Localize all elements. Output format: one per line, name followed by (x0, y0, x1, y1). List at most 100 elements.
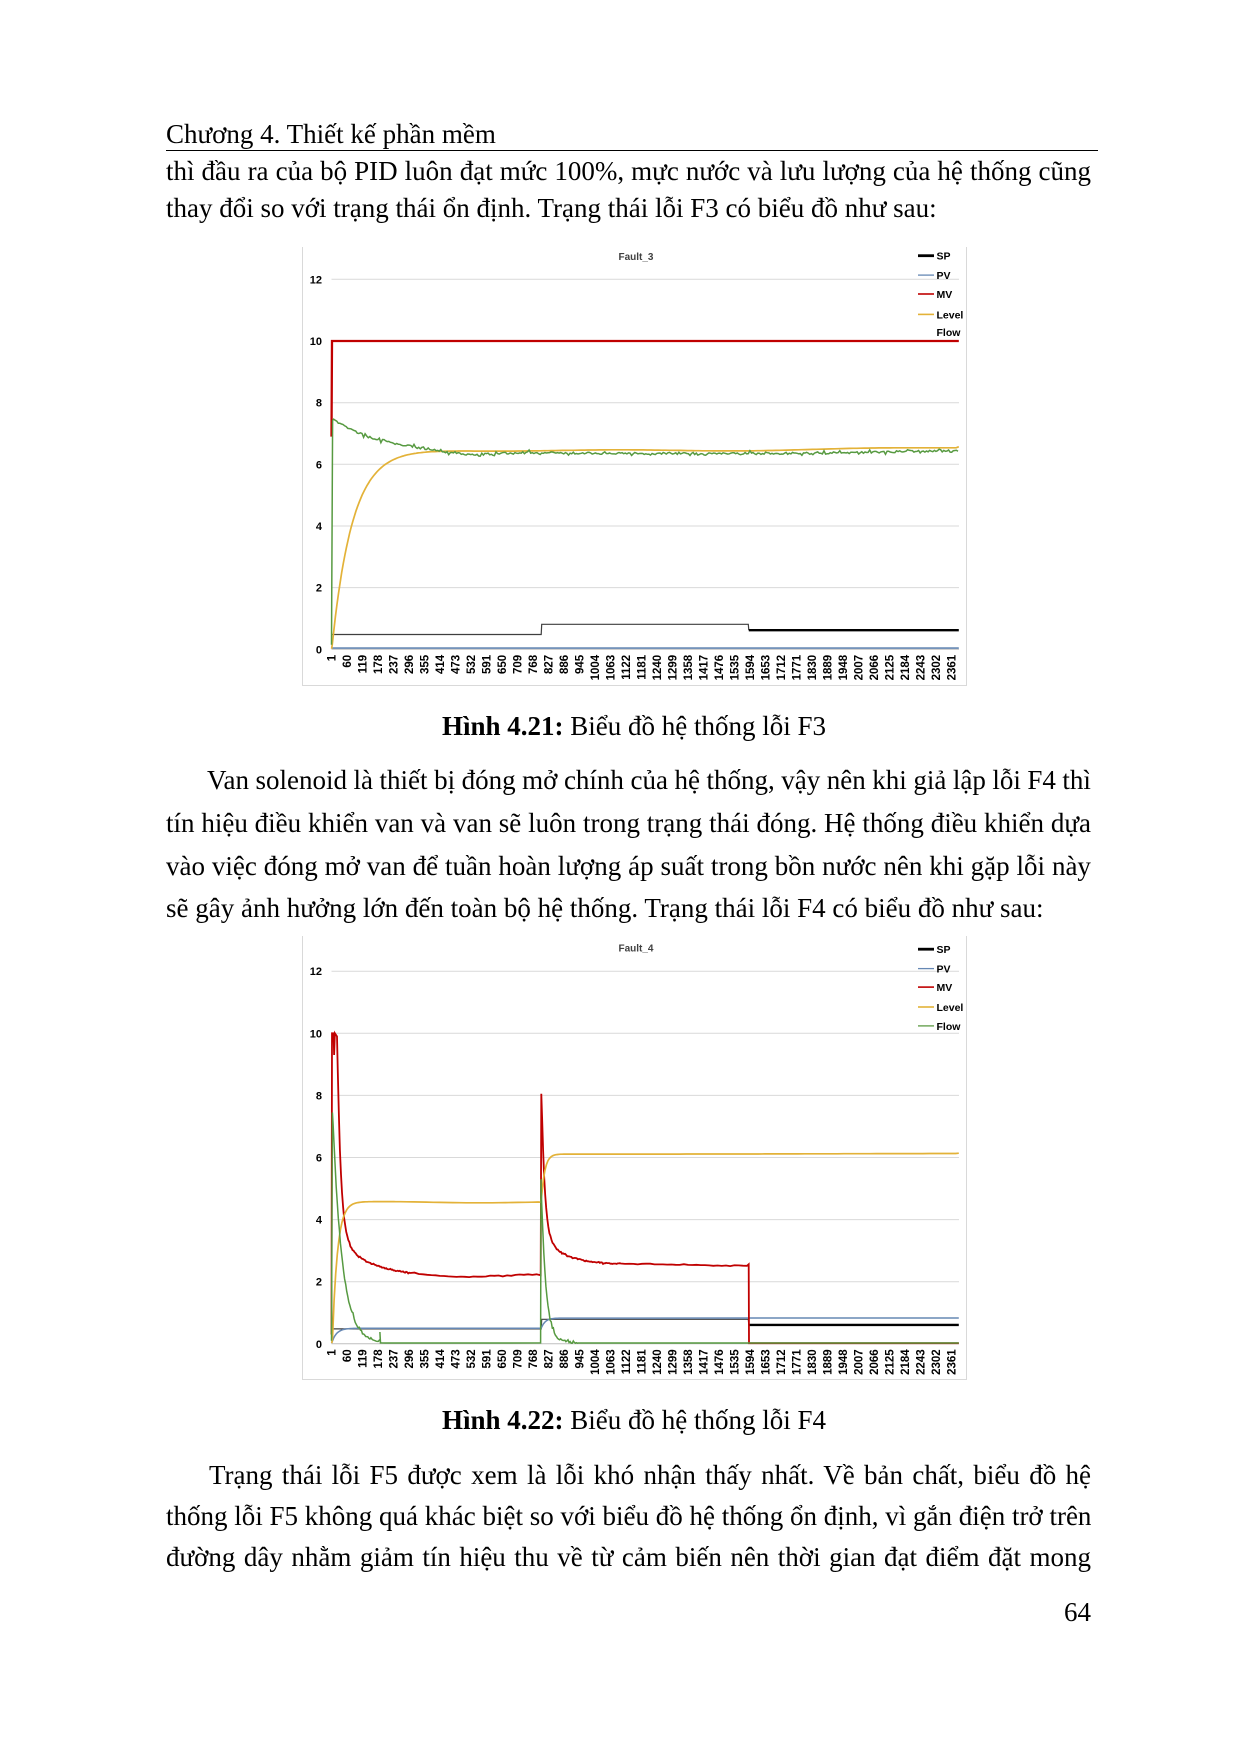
svg-text:1181: 1181 (637, 1349, 649, 1375)
svg-text:178: 178 (373, 654, 385, 674)
svg-text:60: 60 (342, 655, 354, 668)
svg-text:237: 237 (389, 655, 401, 674)
svg-text:1535: 1535 (730, 1349, 742, 1375)
svg-text:1889: 1889 (823, 655, 835, 681)
svg-text:650: 650 (497, 1349, 509, 1368)
svg-text:Level: Level (937, 309, 964, 321)
svg-text:1: 1 (327, 654, 339, 661)
svg-text:Fault_3: Fault_3 (618, 252, 653, 263)
svg-text:10: 10 (310, 336, 322, 348)
svg-text:119: 119 (358, 655, 370, 674)
svg-text:12: 12 (310, 966, 322, 978)
svg-text:1653: 1653 (761, 655, 773, 681)
svg-text:1948: 1948 (838, 654, 850, 680)
svg-text:2184: 2184 (900, 654, 912, 680)
svg-text:1004: 1004 (590, 654, 602, 680)
svg-text:2125: 2125 (885, 1349, 897, 1375)
svg-text:2184: 2184 (900, 1349, 912, 1375)
svg-text:1889: 1889 (823, 1349, 835, 1375)
svg-text:768: 768 (528, 654, 540, 674)
svg-text:1948: 1948 (838, 1349, 850, 1375)
svg-text:414: 414 (435, 654, 447, 674)
svg-text:1830: 1830 (807, 1349, 819, 1375)
svg-text:591: 591 (482, 654, 494, 674)
svg-text:945: 945 (575, 1349, 587, 1369)
svg-text:355: 355 (420, 654, 432, 674)
svg-text:SP: SP (937, 251, 951, 263)
svg-text:10: 10 (310, 1028, 322, 1040)
svg-text:886: 886 (559, 655, 571, 674)
svg-text:1594: 1594 (745, 654, 757, 680)
svg-text:709: 709 (513, 655, 525, 674)
svg-text:1417: 1417 (699, 655, 711, 681)
svg-text:532: 532 (466, 655, 478, 674)
svg-text:Flow: Flow (937, 327, 962, 339)
svg-text:2361: 2361 (947, 654, 959, 680)
svg-text:827: 827 (544, 655, 556, 674)
svg-text:1830: 1830 (807, 655, 819, 681)
svg-text:1771: 1771 (792, 654, 804, 680)
svg-text:1004: 1004 (590, 1349, 602, 1375)
svg-text:Level: Level (937, 1002, 964, 1014)
svg-text:Fault_4: Fault_4 (618, 944, 653, 955)
svg-text:8: 8 (316, 398, 322, 410)
svg-text:60: 60 (342, 1349, 354, 1362)
svg-text:2: 2 (316, 1277, 322, 1289)
svg-text:414: 414 (435, 1349, 447, 1369)
svg-text:1771: 1771 (792, 1349, 804, 1375)
svg-text:1122: 1122 (621, 1349, 633, 1374)
svg-text:MV: MV (937, 982, 953, 994)
svg-text:12: 12 (310, 274, 322, 286)
svg-text:1240: 1240 (652, 1349, 664, 1375)
svg-text:2361: 2361 (947, 1349, 959, 1375)
svg-text:1240: 1240 (652, 655, 664, 681)
svg-text:1358: 1358 (683, 1349, 695, 1375)
svg-text:1122: 1122 (621, 655, 633, 680)
svg-text:2243: 2243 (916, 655, 928, 681)
svg-text:1712: 1712 (776, 1349, 788, 1375)
svg-text:6: 6 (316, 459, 322, 471)
svg-text:945: 945 (575, 654, 587, 674)
svg-text:709: 709 (513, 1349, 525, 1368)
svg-text:1: 1 (327, 1349, 339, 1356)
svg-text:1299: 1299 (668, 1349, 680, 1375)
svg-text:2066: 2066 (869, 655, 881, 681)
svg-text:PV: PV (937, 964, 951, 976)
svg-text:8: 8 (316, 1090, 322, 1102)
svg-text:2: 2 (316, 583, 322, 595)
svg-text:1476: 1476 (714, 655, 726, 681)
svg-text:1476: 1476 (714, 1349, 726, 1375)
svg-text:4: 4 (316, 1215, 323, 1227)
svg-text:886: 886 (559, 1349, 571, 1368)
svg-text:1063: 1063 (606, 1349, 618, 1375)
svg-text:355: 355 (420, 1349, 432, 1369)
svg-text:0: 0 (316, 1339, 322, 1351)
svg-text:2302: 2302 (931, 1349, 943, 1375)
svg-text:2007: 2007 (854, 1349, 866, 1375)
svg-text:650: 650 (497, 655, 509, 674)
svg-text:PV: PV (937, 270, 951, 282)
svg-text:1181: 1181 (637, 654, 649, 680)
svg-text:473: 473 (451, 655, 463, 674)
svg-text:473: 473 (451, 1349, 463, 1368)
svg-text:2243: 2243 (916, 1349, 928, 1375)
svg-text:SP: SP (937, 944, 951, 956)
svg-text:178: 178 (373, 1349, 385, 1369)
svg-text:532: 532 (466, 1349, 478, 1368)
svg-text:1358: 1358 (683, 654, 695, 680)
svg-text:1417: 1417 (699, 1349, 711, 1375)
svg-text:1594: 1594 (745, 1349, 757, 1375)
svg-text:296: 296 (404, 655, 416, 674)
svg-text:MV: MV (937, 289, 953, 301)
svg-text:2125: 2125 (885, 654, 897, 680)
svg-text:768: 768 (528, 1349, 540, 1369)
svg-text:0: 0 (316, 644, 322, 656)
svg-text:1712: 1712 (776, 655, 788, 681)
svg-text:4: 4 (316, 521, 323, 533)
svg-text:119: 119 (358, 1349, 370, 1368)
svg-text:6: 6 (316, 1153, 322, 1165)
svg-text:237: 237 (389, 1349, 401, 1368)
svg-text:2302: 2302 (931, 655, 943, 681)
svg-text:296: 296 (404, 1349, 416, 1368)
svg-text:2066: 2066 (869, 1349, 881, 1375)
